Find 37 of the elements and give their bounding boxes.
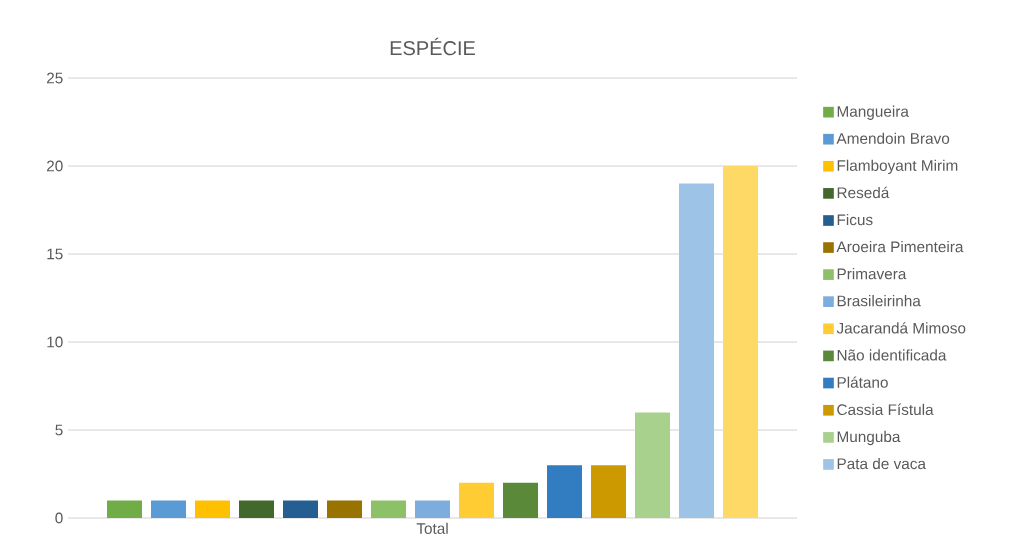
bar [283, 500, 319, 518]
y-tick-label: 20 [47, 160, 63, 172]
bar [239, 500, 274, 518]
x-tick-label: Total [416, 522, 448, 534]
legend-label: Primavera [837, 268, 907, 280]
legend-label: Não identificada [837, 349, 947, 361]
legend-label: Resedá [837, 186, 890, 199]
bar [635, 412, 671, 518]
bar [371, 500, 407, 518]
legend-label: Munguba [837, 430, 901, 446]
legend-label: Cassia Fístula [837, 403, 934, 416]
y-tick-label: 10 [47, 336, 63, 348]
legend-label: Aroeira Pimenteira [836, 241, 964, 253]
legend-label: Pata de vaca [837, 457, 926, 470]
bar [459, 482, 495, 518]
legend-label: Amendoin Bravo [836, 132, 950, 144]
y-tick-label: 25 [47, 72, 63, 84]
bar [503, 482, 539, 518]
bar [723, 166, 759, 518]
legend-label: Ficus [837, 213, 873, 226]
legend-label: Plátano [837, 376, 888, 388]
bar [591, 465, 627, 518]
bar [327, 500, 363, 518]
legend-label: Jacarandá Mimoso [836, 322, 966, 334]
bar [195, 500, 231, 518]
legend-label: Flamboyant Mirim [837, 159, 958, 174]
bar [547, 465, 583, 518]
y-tick-label: 0 [55, 512, 63, 524]
bar [107, 500, 143, 518]
legend-label: Mangueira [837, 105, 909, 120]
chart-title: ESPÉCIE [390, 37, 475, 56]
y-tick-label: 15 [47, 248, 63, 260]
legend-label: Brasileirinha [837, 295, 921, 307]
bar [679, 183, 715, 518]
y-tick-label: 5 [55, 424, 63, 436]
bar [415, 500, 451, 518]
bar [151, 500, 186, 518]
